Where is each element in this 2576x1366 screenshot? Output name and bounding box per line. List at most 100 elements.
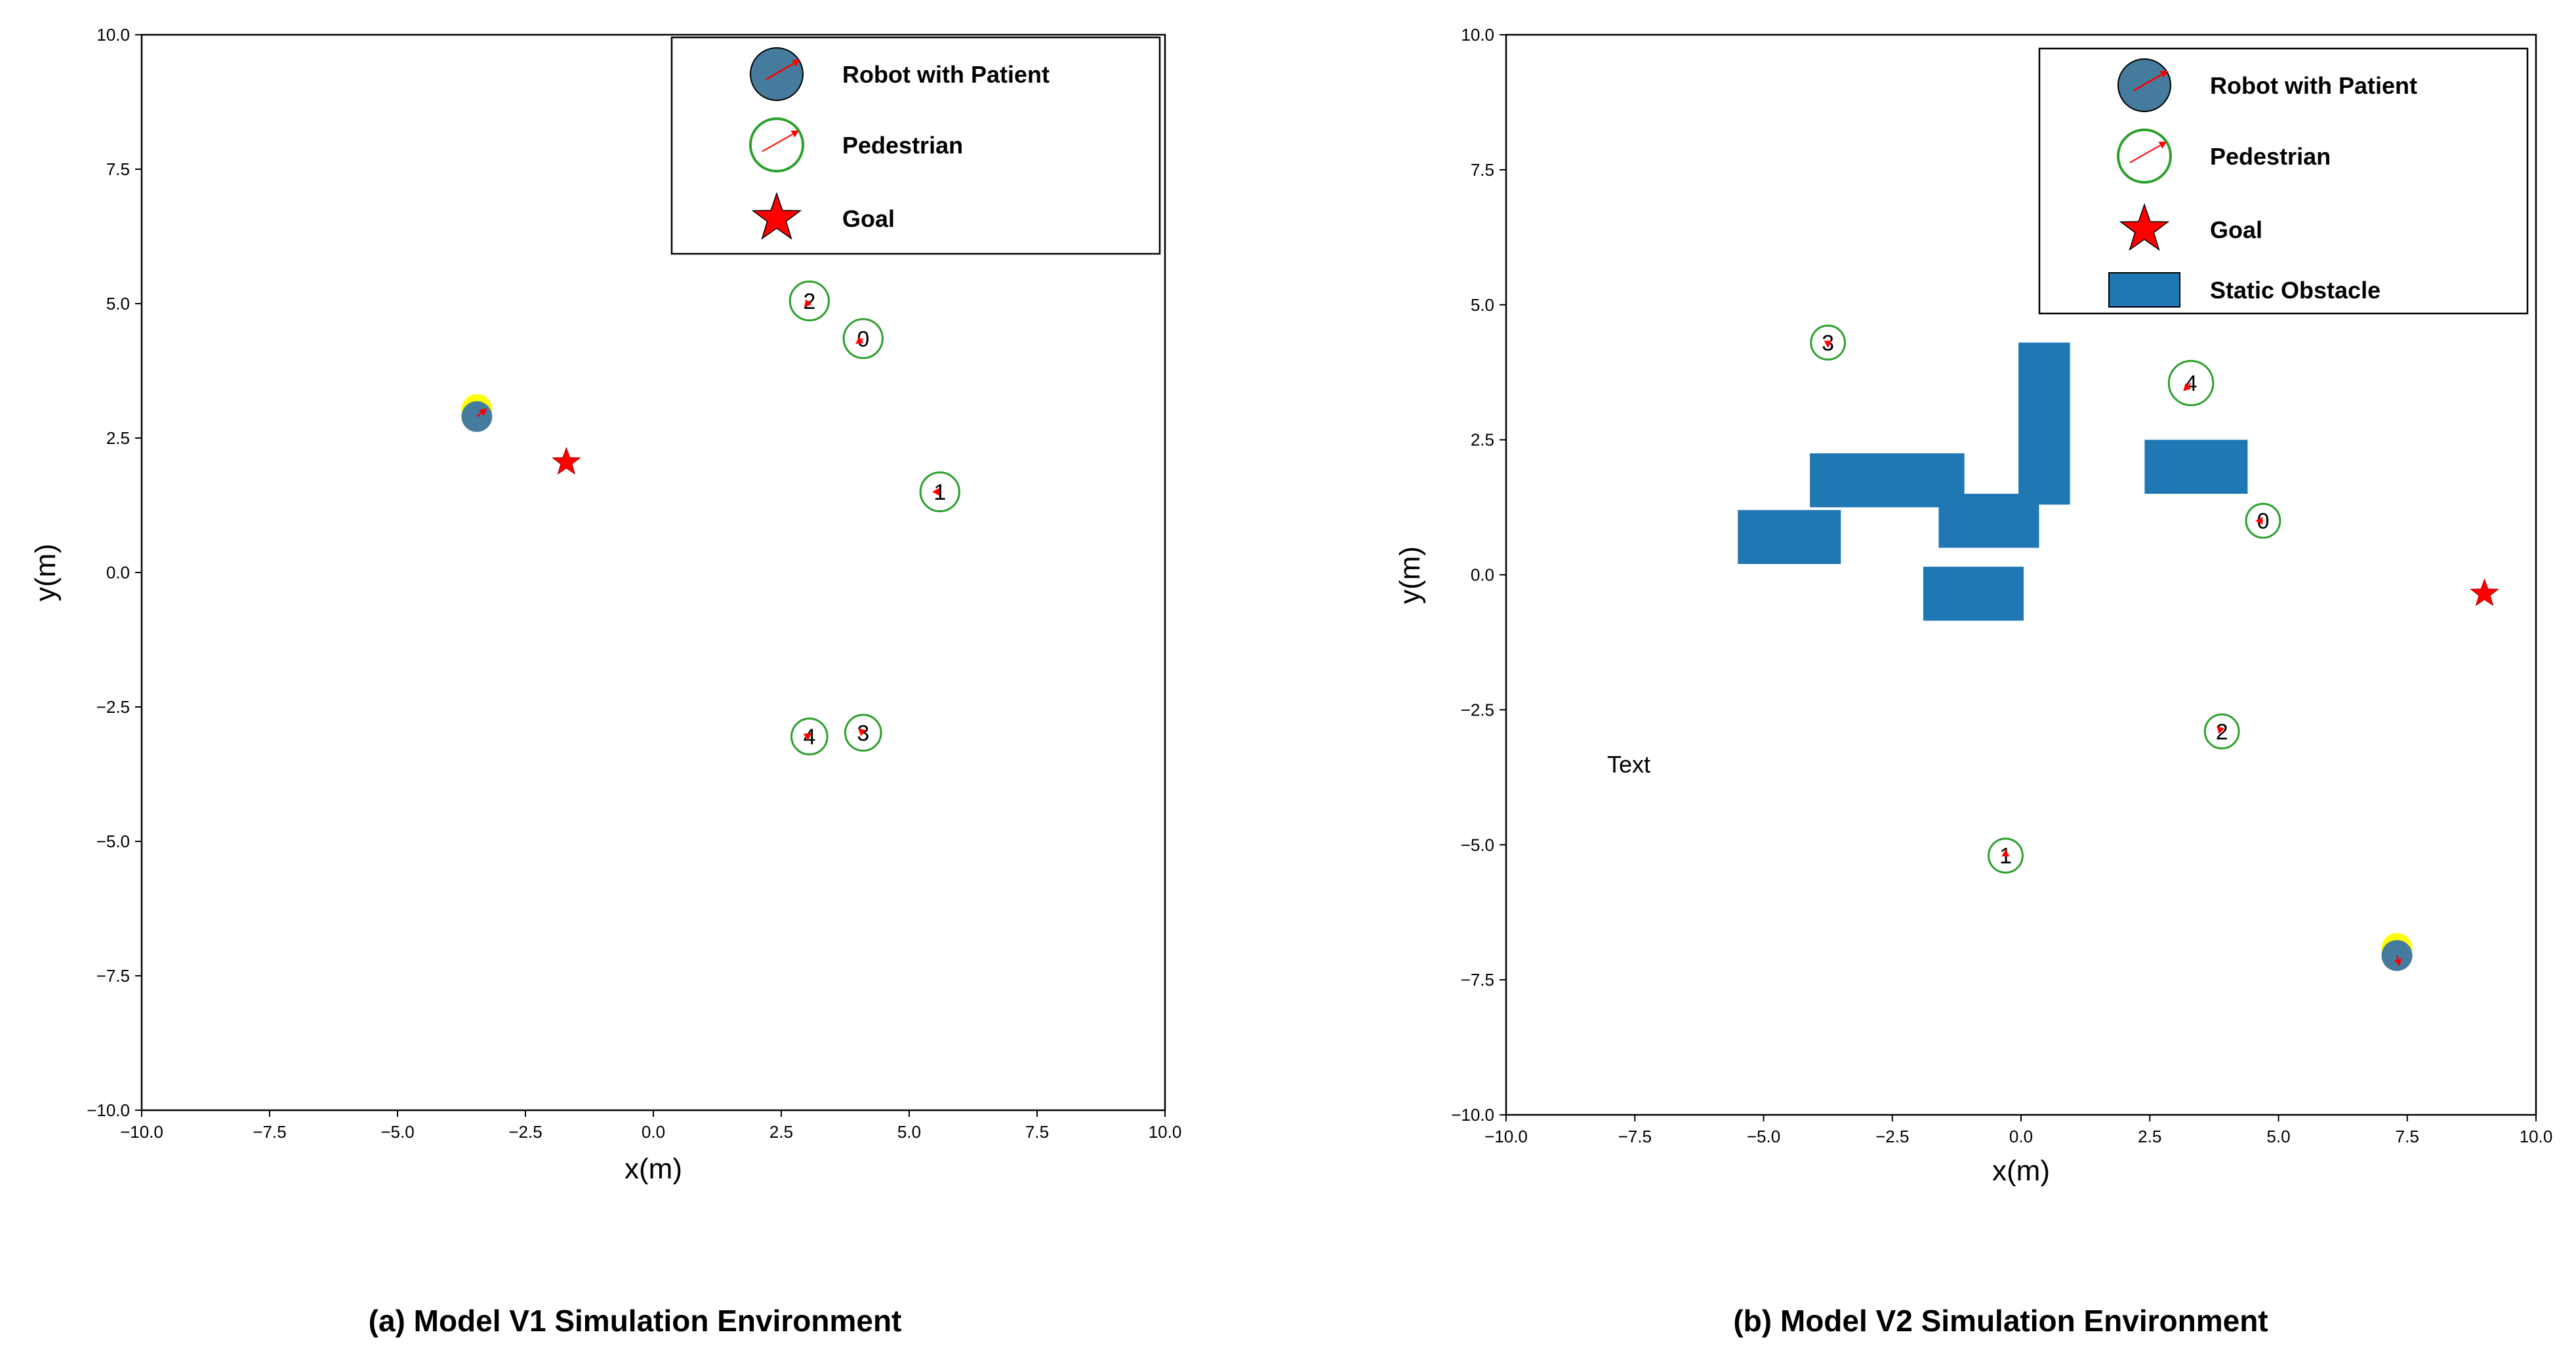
legend-entry-label: Goal (842, 205, 895, 232)
arrow-shaft (2188, 382, 2192, 387)
static-obstacle (2018, 342, 2070, 505)
arrow-head (2183, 383, 2192, 392)
y-tick-label: −10.0 (87, 1100, 130, 1120)
pedestrian: 2 (788, 280, 830, 322)
pedestrian-circle (2203, 713, 2240, 750)
arrow-head (2255, 517, 2263, 525)
arrow-head (855, 336, 864, 344)
legend-robot-arrow (2133, 71, 2168, 92)
robot (461, 394, 493, 432)
plot-marks: 0 1 2 3 4 (1810, 324, 2499, 971)
x-tick-label: 5.0 (897, 1122, 921, 1142)
pedestrian: 4 (2167, 359, 2215, 407)
y-tick-label: 10.0 (96, 25, 130, 45)
arrow-head (932, 488, 940, 496)
y-tick-label: 7.5 (106, 159, 130, 179)
arrow-head (792, 60, 800, 67)
x-tick-label: −7.5 (1618, 1127, 1652, 1146)
arrow-shaft (2129, 144, 2161, 163)
y-tick-label: −7.5 (96, 966, 130, 986)
y-tick-label: −2.5 (1461, 700, 1494, 719)
arrow-shaft (766, 62, 795, 81)
pedestrian-velocity-arrow (803, 733, 812, 740)
panel-b: −10.0 −7.5 −5.0 −2.5 0.0 2.5 5.0 7.5 10.010.07.5… (1394, 25, 2552, 1187)
arrow-head (2001, 849, 2010, 856)
y-tick-label: 5.0 (106, 294, 130, 313)
pedestrian-circle (1810, 324, 1847, 361)
static-obstacle (1738, 510, 1841, 565)
arrow-head (2159, 71, 2168, 78)
x-tick-label: −2.5 (1875, 1127, 1909, 1146)
pedestrian-velocity-arrow (2255, 517, 2263, 525)
x-tick-label: −7.5 (253, 1122, 286, 1142)
x-tick-label: 0.0 (642, 1122, 665, 1142)
pedestrian-id-label: 2 (2216, 719, 2228, 744)
legend-goal-icon (751, 191, 802, 240)
static-obstacle (2144, 439, 2248, 494)
robot-velocity-arrow (476, 408, 487, 418)
legend-entry-label: Goal (2210, 216, 2262, 243)
arrow-head (2158, 142, 2167, 149)
caption-b: (b) Model V2 Simulation Environment (1733, 1304, 2268, 1338)
arrow-head (858, 728, 867, 736)
y-tick-label: 0.0 (1471, 565, 1494, 585)
x-tick-label: 2.5 (2138, 1127, 2161, 1146)
x-tick-label: −10.0 (1484, 1127, 1528, 1146)
y-tick-label: 7.5 (1471, 160, 1494, 180)
plot-marks: 01234 (461, 280, 960, 755)
pedestrian: 1 (919, 471, 960, 513)
y-tick-label: −7.5 (1461, 970, 1494, 990)
legend: Robot with Patient Pedestrian Goal Static O… (2038, 47, 2529, 315)
robot (2381, 933, 2413, 971)
pedestrian-velocity-arrow (932, 488, 940, 496)
pedestrian-circle (790, 717, 828, 755)
arrow-shaft (2396, 955, 2399, 960)
arrow-head (2394, 958, 2402, 967)
legend-entry-label: Robot with Patient (2210, 72, 2417, 99)
static-obstacle (1923, 567, 2024, 621)
arrow-head (1824, 340, 1832, 348)
arrow-head (803, 733, 812, 740)
robot-velocity-arrow (2394, 955, 2402, 967)
y-tick-label: −2.5 (96, 697, 130, 717)
x-tick-label: 5.0 (2266, 1127, 2290, 1146)
arrow-shaft (476, 412, 482, 418)
legend-pedestrian-arrow (762, 131, 799, 152)
x-tick-label: −5.0 (380, 1122, 414, 1142)
axis-ticks: −10.0 −7.5 −5.0 −2.5 0.0 2.5 5.0 7.5 10.010.07.5… (1451, 25, 2552, 1146)
pedestrian: 0 (2245, 502, 2281, 539)
legend-robot-arrow (766, 60, 800, 81)
y-tick-label: 2.5 (1471, 430, 1494, 450)
arrow-head (790, 131, 799, 138)
legend-pedestrian-icon (2117, 129, 2172, 184)
x-axis-label: x(m) (624, 1153, 682, 1185)
x-tick-label: −10.0 (120, 1122, 163, 1142)
pedestrian: 4 (790, 717, 828, 755)
pedestrian-velocity-arrow (1824, 340, 1832, 348)
legend-pedestrian-icon (749, 117, 804, 172)
y-tick-label: 0.0 (106, 563, 130, 582)
obstacles-layer (1738, 342, 2248, 621)
arrow-head (2217, 726, 2225, 734)
pedestrian-velocity-arrow (855, 336, 864, 344)
x-tick-label: 7.5 (1025, 1122, 1049, 1142)
goal-star (552, 447, 581, 475)
pedestrian: 2 (2203, 713, 2240, 750)
pedestrian-velocity-arrow (804, 299, 812, 308)
y-tick-label: −5.0 (1461, 835, 1494, 854)
pedestrian: 1 (1988, 837, 2024, 874)
pedestrian: 3 (1810, 324, 1847, 361)
arrow-head (804, 299, 812, 308)
pedestrian-circle (919, 471, 960, 513)
y-axis-label: y(m) (30, 544, 62, 601)
pedestrian-circle (844, 713, 882, 752)
x-tick-label: 2.5 (769, 1122, 793, 1142)
goal-star (2470, 578, 2499, 607)
legend-goal-icon (2119, 203, 2170, 251)
robot-body (2381, 940, 2413, 971)
pedestrian-velocity-arrow (2183, 382, 2192, 392)
pedestrian-velocity-arrow (858, 728, 867, 736)
y-tick-label: 10.0 (1461, 25, 1494, 45)
legend-entry-label: Pedestrian (2210, 143, 2331, 170)
